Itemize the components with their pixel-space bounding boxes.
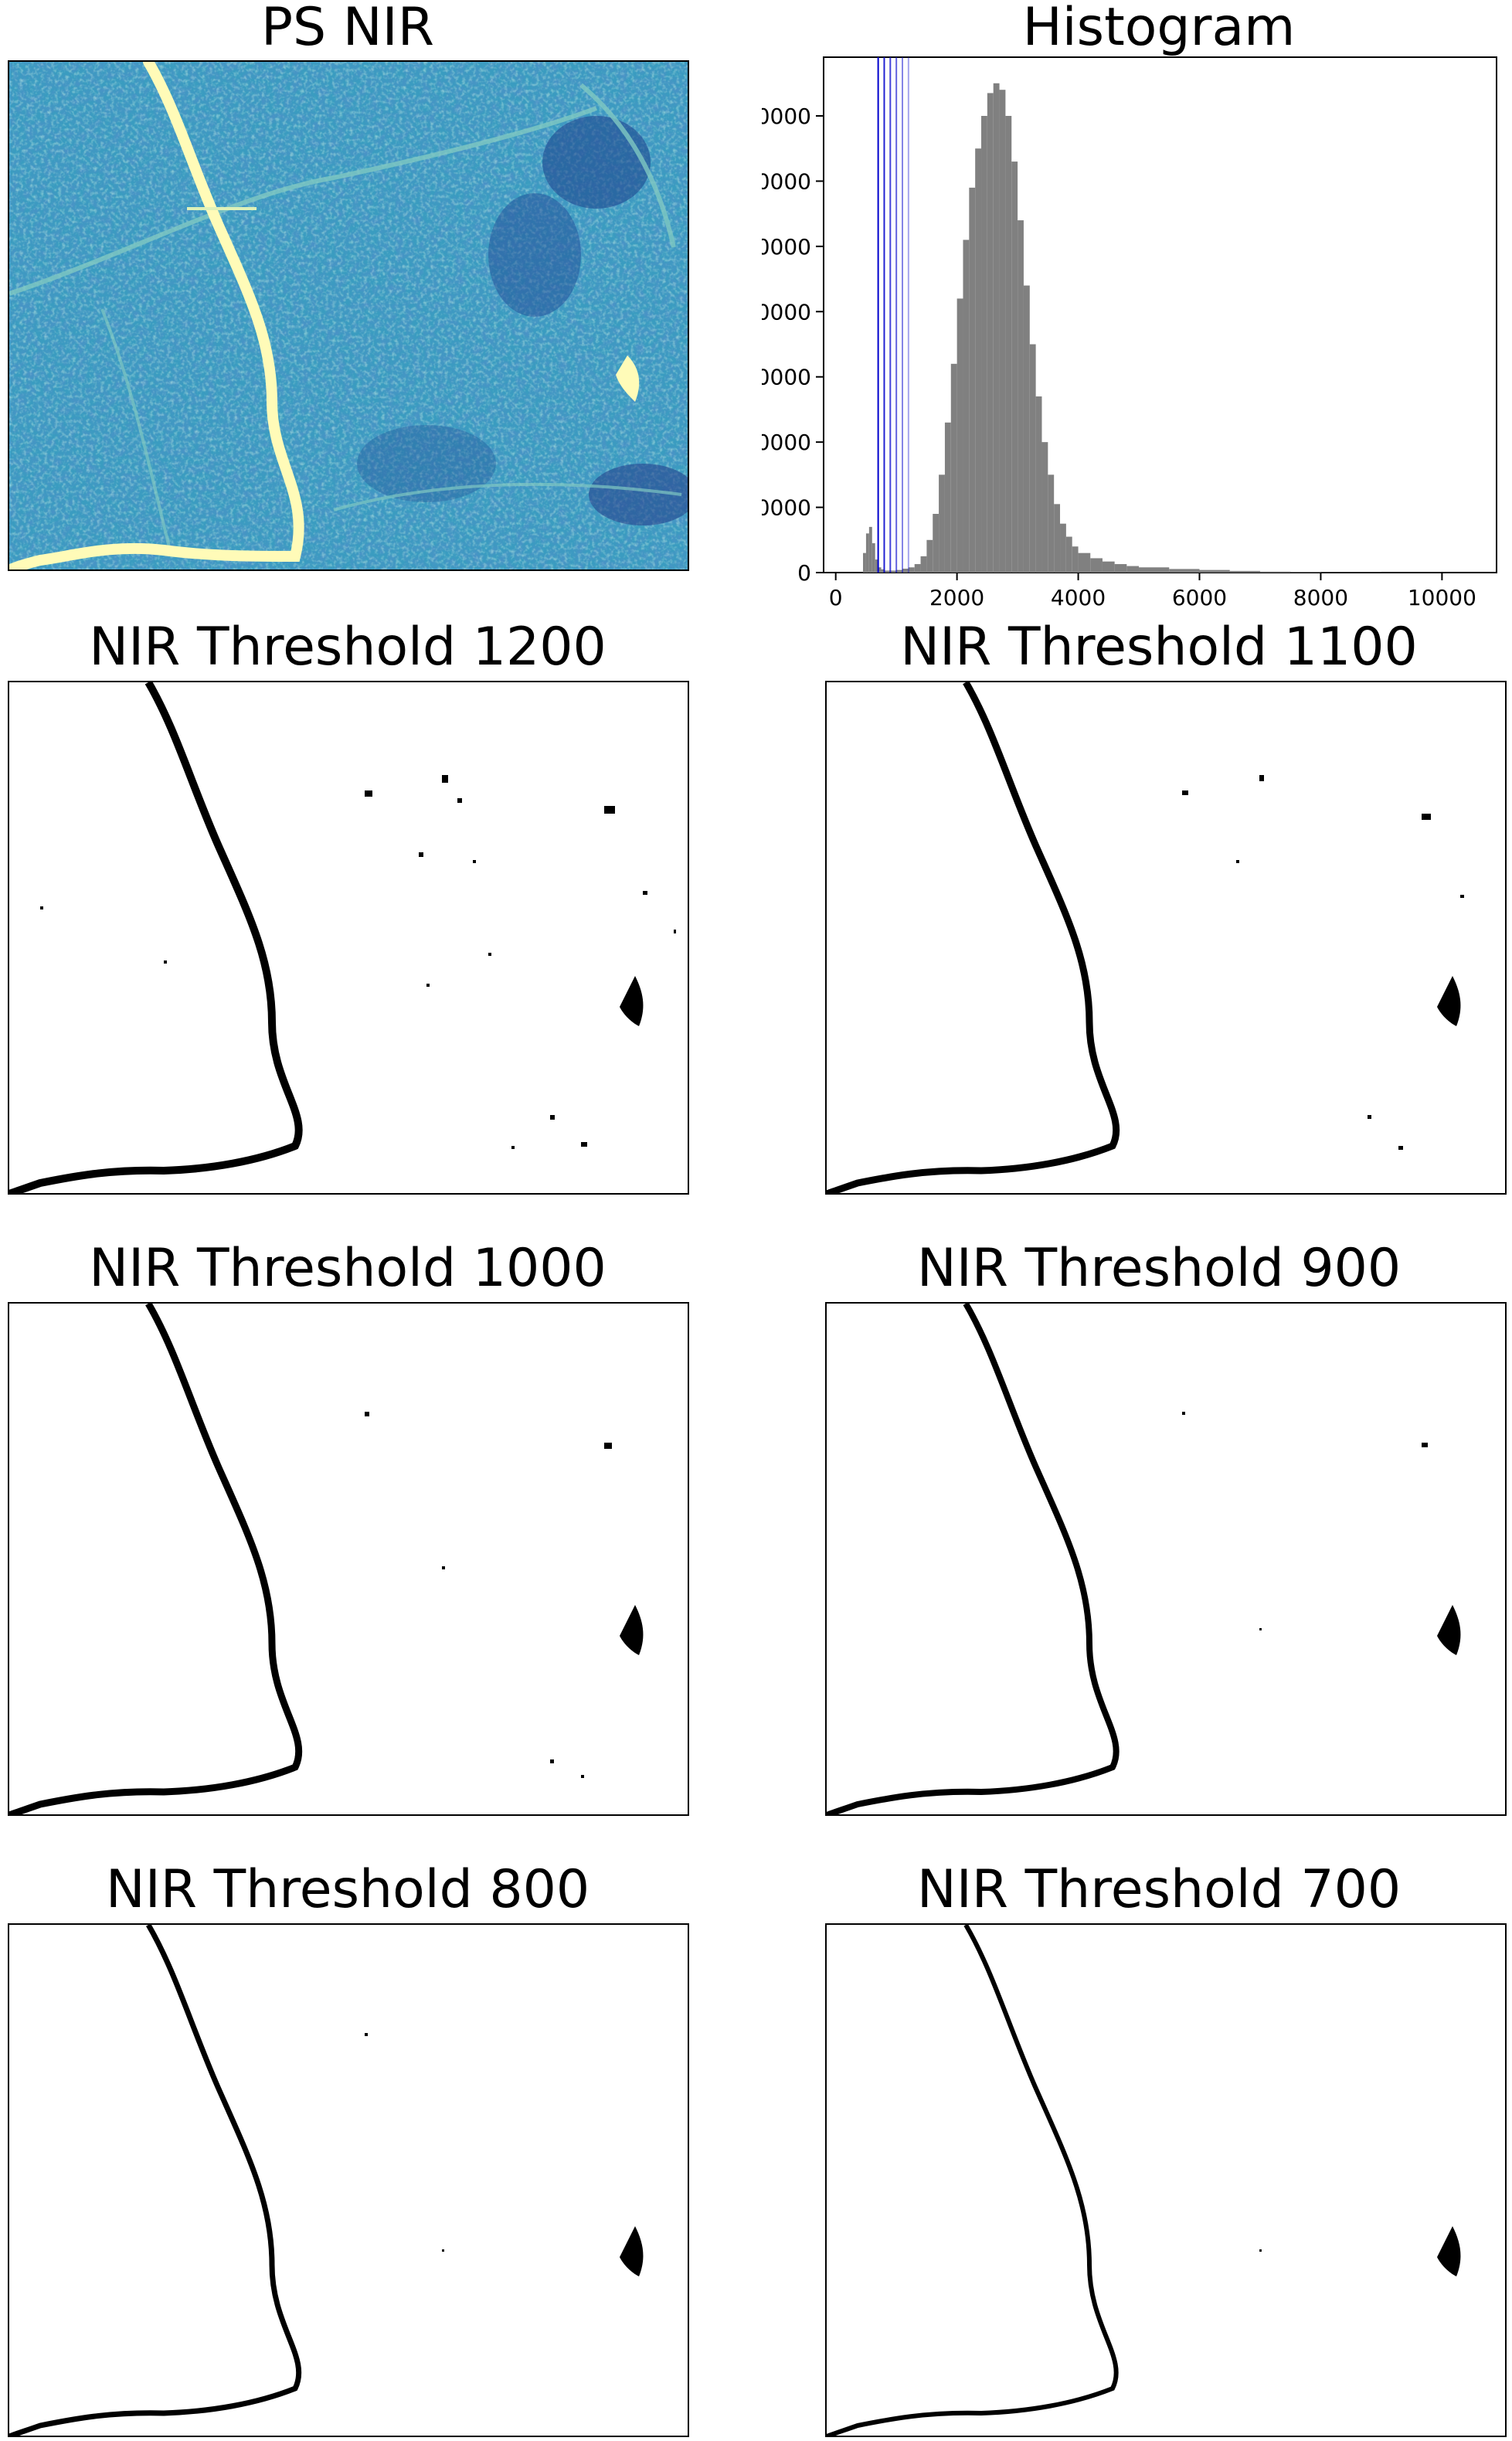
histogram-bar bbox=[1320, 572, 1381, 573]
histogram-bar bbox=[1290, 572, 1320, 573]
histogram-bar bbox=[902, 569, 909, 573]
histogram-bar bbox=[1036, 396, 1042, 573]
histogram-bar bbox=[987, 93, 994, 573]
histogram-bar bbox=[1018, 220, 1024, 573]
threshold-title-700: NIR Threshold 700 bbox=[819, 1864, 1499, 1916]
histogram-bar bbox=[1072, 546, 1079, 573]
histogram-bar bbox=[963, 240, 969, 573]
threshold-mask-1000 bbox=[8, 1302, 689, 1816]
histogram-bar bbox=[1048, 474, 1054, 573]
y-tick-label: 20000 bbox=[762, 430, 811, 455]
histogram-bar bbox=[1011, 161, 1018, 573]
threshold-title-900: NIR Threshold 900 bbox=[819, 1243, 1499, 1295]
y-tick-label: 40000 bbox=[762, 299, 811, 325]
histogram-threshold-lines bbox=[878, 57, 909, 573]
x-tick-label: 0 bbox=[829, 585, 843, 610]
histogram-bar bbox=[890, 570, 896, 573]
histogram-bar bbox=[981, 116, 987, 573]
histogram-bar bbox=[921, 556, 927, 573]
threshold-mask-800 bbox=[8, 1923, 689, 2437]
x-tick-label: 2000 bbox=[929, 585, 984, 610]
threshold-title-1200: NIR Threshold 1200 bbox=[8, 621, 688, 674]
histogram-bar bbox=[1041, 442, 1048, 573]
histogram-bar bbox=[1090, 558, 1103, 573]
histogram-bar bbox=[909, 567, 915, 573]
ps-nir-title: PS NIR bbox=[8, 2, 688, 54]
histogram-bar bbox=[863, 553, 866, 573]
histogram-bar bbox=[1230, 571, 1260, 573]
histogram-bar bbox=[1169, 569, 1199, 573]
histogram-bar bbox=[872, 543, 875, 573]
y-tick-label: 10000 bbox=[762, 495, 811, 521]
y-tick-label: 50000 bbox=[762, 234, 811, 260]
histogram-bar bbox=[1103, 562, 1115, 573]
histogram-bar bbox=[969, 188, 975, 573]
threshold-title-1100: NIR Threshold 1100 bbox=[819, 621, 1499, 674]
histogram-bar bbox=[1000, 90, 1006, 573]
y-tick-label: 30000 bbox=[762, 365, 811, 390]
ps-nir-image bbox=[8, 60, 689, 571]
histogram-plot-frame bbox=[824, 57, 1497, 573]
histogram-bar bbox=[975, 148, 981, 573]
threshold-mask-900 bbox=[825, 1302, 1507, 1816]
histogram-bar bbox=[1060, 524, 1066, 573]
histogram-bars bbox=[863, 83, 1445, 573]
histogram-bar bbox=[915, 564, 921, 573]
histogram-bar bbox=[957, 298, 963, 573]
histogram-bar bbox=[1030, 344, 1036, 573]
threshold-mask-1100 bbox=[825, 681, 1507, 1195]
histogram-bar bbox=[926, 540, 933, 573]
histogram-bar bbox=[933, 514, 939, 573]
histogram-bar bbox=[951, 364, 957, 573]
histogram-bar bbox=[939, 474, 945, 573]
threshold-title-1000: NIR Threshold 1000 bbox=[8, 1243, 688, 1295]
y-tick-label: 60000 bbox=[762, 168, 811, 194]
threshold-title-800: NIR Threshold 800 bbox=[8, 1864, 688, 1916]
histogram-bar bbox=[866, 533, 869, 573]
histogram-bar bbox=[1079, 553, 1091, 573]
x-tick-label: 4000 bbox=[1051, 585, 1106, 610]
histogram-bar bbox=[1260, 572, 1290, 573]
histogram-bar bbox=[1200, 570, 1230, 573]
histogram-bar bbox=[896, 570, 902, 573]
histogram-bar bbox=[869, 527, 872, 573]
threshold-mask-1200 bbox=[8, 681, 689, 1195]
x-tick-label: 10000 bbox=[1408, 585, 1476, 610]
histogram-bar bbox=[1005, 116, 1011, 573]
histogram-bar bbox=[1139, 567, 1169, 573]
threshold-mask-700 bbox=[825, 1923, 1507, 2437]
histogram-bar bbox=[1054, 504, 1060, 573]
histogram-chart: 0 2000 4000 6000 8000 10000 0 10000 20000 30000 40… bbox=[762, 46, 1511, 618]
histogram-bar bbox=[1066, 537, 1072, 573]
ps-nir-map bbox=[9, 62, 689, 571]
x-tick-label: 6000 bbox=[1172, 585, 1227, 610]
histogram-bar bbox=[884, 570, 890, 573]
histogram-bar bbox=[1024, 286, 1030, 573]
histogram-bar bbox=[1115, 564, 1127, 573]
y-tick-label: 0 bbox=[797, 560, 811, 586]
histogram-bar bbox=[1126, 566, 1139, 573]
x-tick-label: 8000 bbox=[1293, 585, 1348, 610]
histogram-bar bbox=[994, 83, 1000, 573]
y-tick-label: 70000 bbox=[762, 104, 811, 129]
histogram-bar bbox=[945, 423, 951, 573]
